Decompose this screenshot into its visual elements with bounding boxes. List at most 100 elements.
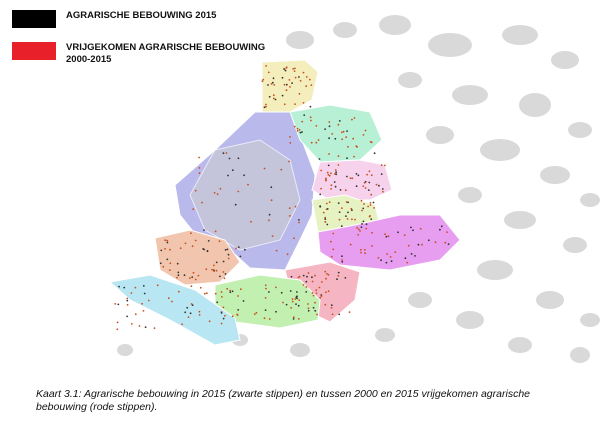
farm-dot [273,84,276,86]
farm-dot [285,83,288,86]
farm-dot [377,257,380,259]
farm-dot [293,70,296,72]
farm-dot [314,274,316,277]
farm-dot [271,81,274,84]
farm-dot [181,323,184,326]
farm-dot [346,157,348,160]
farm-dot [354,218,356,221]
farm-dot [272,77,275,80]
farm-dot [330,304,333,307]
farm-dot [231,290,234,293]
farm-dot [289,136,291,138]
legend-item: VRIJGEKOMEN AGRARISCHE BEBOUWING 2000-20… [12,42,286,66]
farm-dot [197,274,200,277]
farm-dot [270,186,273,189]
farm-dot [292,318,295,320]
farm-dot [194,239,197,242]
farm-dot [334,169,337,171]
farm-dot [203,229,205,232]
farm-dot [272,94,275,97]
farm-dot [213,264,215,267]
farm-dot [407,244,410,247]
farm-dot [283,68,285,70]
farm-dot [130,323,133,325]
farm-dot [244,248,246,251]
farm-dot [320,281,323,283]
farm-dot [307,307,310,310]
farm-dot [317,139,320,141]
farm-dot [353,117,356,119]
farm-dot [419,227,422,230]
farm-dot [191,276,194,278]
farm-dot [330,255,333,258]
farm-dot [341,259,343,261]
farm-dot [403,234,406,237]
farm-dot [364,187,367,189]
farm-dot [368,181,371,184]
farm-dot [219,187,222,190]
farm-dot [356,227,359,229]
farm-dot [346,175,348,178]
farm-dot [293,125,296,128]
farm-dot [316,313,318,316]
regions [108,59,461,346]
farm-dot [359,248,362,251]
farm-dot [410,226,412,229]
farm-dot [345,215,347,218]
farm-dot [345,201,348,203]
farm-dot [223,277,226,280]
farm-dot [290,307,292,309]
farm-dot [361,223,363,225]
farm-dot [369,204,372,206]
farm-dot [305,291,308,293]
farm-dot [387,235,390,238]
farm-dot [215,261,218,264]
farm-dot [328,137,330,140]
legend-label: VRIJGEKOMEN AGRARISCHE BEBOUWING 2000-20… [66,42,266,65]
farm-dot [216,301,219,304]
farm-dot [303,114,306,116]
farm-dot [337,202,340,205]
farm-dot [404,257,407,260]
farm-dot [213,192,216,194]
farm-dot [298,219,300,221]
farm-dot [265,65,267,67]
farm-dot [250,220,252,223]
farm-dot [270,199,273,202]
farm-dot [339,189,342,191]
farm-dot [296,295,298,298]
farm-dot [166,258,169,261]
farm-dot [373,152,376,155]
farm-dot [264,297,267,299]
farm-dot [274,98,277,101]
farm-dot [331,133,334,135]
legend-item: AGRARISCHE BEBOUWING 2015 [12,10,286,28]
farm-dot [268,291,270,293]
farm-dot [337,123,340,126]
farm-dot [414,255,416,257]
farm-dot [341,131,343,134]
farm-dot [221,296,223,298]
farm-dot [261,80,264,83]
farm-dot [330,240,332,243]
farm-dot [220,322,223,325]
farm-dot [126,315,128,318]
farm-dot [328,153,330,155]
farm-dot [341,260,344,263]
farm-dot [362,207,365,210]
farm-dot [166,239,169,242]
farm-dot [320,187,322,190]
farm-dot [351,209,353,212]
farm-dot [368,215,371,218]
farm-dot [324,216,327,219]
farm-dot [292,316,295,319]
farm-dot [370,174,373,177]
farm-dot [198,156,201,159]
farm-dot [222,152,225,155]
farm-dot [171,300,173,303]
farm-dot [291,298,294,300]
farm-dot [324,270,327,273]
farm-dot [337,275,340,277]
farm-dot [311,276,313,279]
farm-dot [268,95,271,98]
